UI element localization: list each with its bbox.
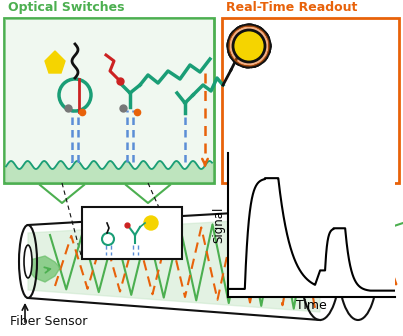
Text: Fiber Sensor: Fiber Sensor (10, 315, 87, 328)
Bar (82, 207, 182, 259)
Circle shape (144, 216, 158, 230)
X-axis label: Time: Time (296, 299, 327, 312)
Circle shape (229, 26, 269, 66)
Polygon shape (28, 256, 60, 282)
Bar (4, 18, 214, 183)
Text: Real-Time Readout: Real-Time Readout (226, 1, 357, 14)
Text: Optical Switches: Optical Switches (8, 1, 125, 14)
Polygon shape (28, 216, 320, 312)
Bar (5, 19, 213, 182)
Circle shape (233, 30, 265, 62)
Polygon shape (310, 250, 335, 288)
Polygon shape (45, 51, 65, 73)
Y-axis label: Signal: Signal (212, 207, 225, 243)
Ellipse shape (24, 245, 32, 278)
Bar (222, 18, 399, 183)
